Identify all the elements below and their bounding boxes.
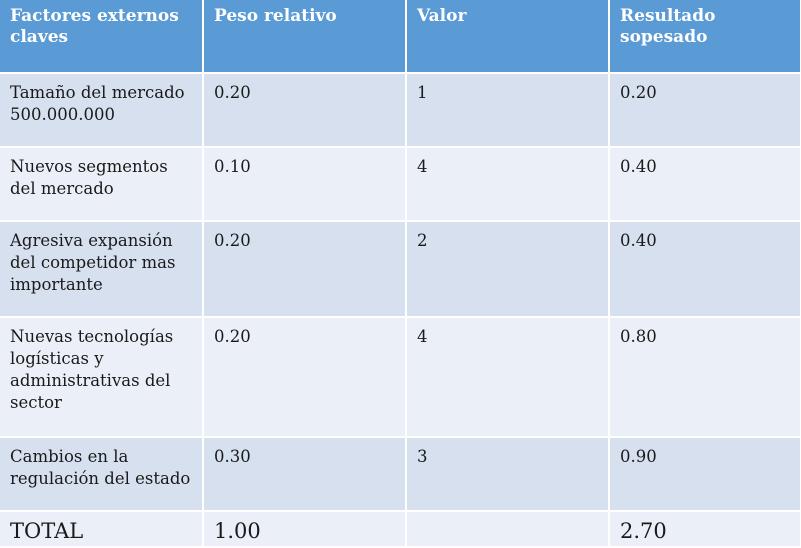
resultado-cell: 0.20 <box>609 73 801 148</box>
peso-cell: 0.20 <box>203 221 407 318</box>
table-row: Cambios en la regulación del estado 0.30… <box>0 437 801 512</box>
resultado-cell: 0.90 <box>609 437 801 512</box>
total-valor <box>406 511 610 548</box>
table-row: Nuevos segmentos del mercado 0.10 4 0.40 <box>0 147 801 222</box>
peso-cell: 0.20 <box>203 73 407 148</box>
valor-cell: 4 <box>406 147 610 222</box>
header-valor: Valor <box>406 0 610 74</box>
factor-cell: Tamaño del mercado 500.000.000 <box>0 73 204 148</box>
resultado-cell: 0.80 <box>609 317 801 438</box>
valor-cell: 4 <box>406 317 610 438</box>
factor-cell: Nuevas tecnologías logísticas y administ… <box>0 317 204 438</box>
table-row: Nuevas tecnologías logísticas y administ… <box>0 317 801 438</box>
table-row: Agresiva expansión del competidor mas im… <box>0 221 801 318</box>
factor-cell: Nuevos segmentos del mercado <box>0 147 204 222</box>
resultado-cell: 0.40 <box>609 147 801 222</box>
header-peso-relativo: Peso relativo <box>203 0 407 74</box>
total-peso: 1.00 <box>203 511 407 548</box>
total-row: TOTAL 1.00 2.70 <box>0 511 801 548</box>
valor-cell: 1 <box>406 73 610 148</box>
header-resultado-sopesado: Resultado sopesado <box>609 0 801 74</box>
total-label: TOTAL <box>0 511 204 548</box>
header-row: Factores externos claves Peso relativo V… <box>0 0 801 74</box>
factor-cell: Agresiva expansión del competidor mas im… <box>0 221 204 318</box>
factor-cell: Cambios en la regulación del estado <box>0 437 204 512</box>
valor-cell: 2 <box>406 221 610 318</box>
resultado-cell: 0.40 <box>609 221 801 318</box>
header-factores: Factores externos claves <box>0 0 204 74</box>
table-row: Tamaño del mercado 500.000.000 0.20 1 0.… <box>0 73 801 148</box>
peso-cell: 0.30 <box>203 437 407 512</box>
total-resultado: 2.70 <box>609 511 801 548</box>
peso-cell: 0.20 <box>203 317 407 438</box>
valor-cell: 3 <box>406 437 610 512</box>
peso-cell: 0.10 <box>203 147 407 222</box>
